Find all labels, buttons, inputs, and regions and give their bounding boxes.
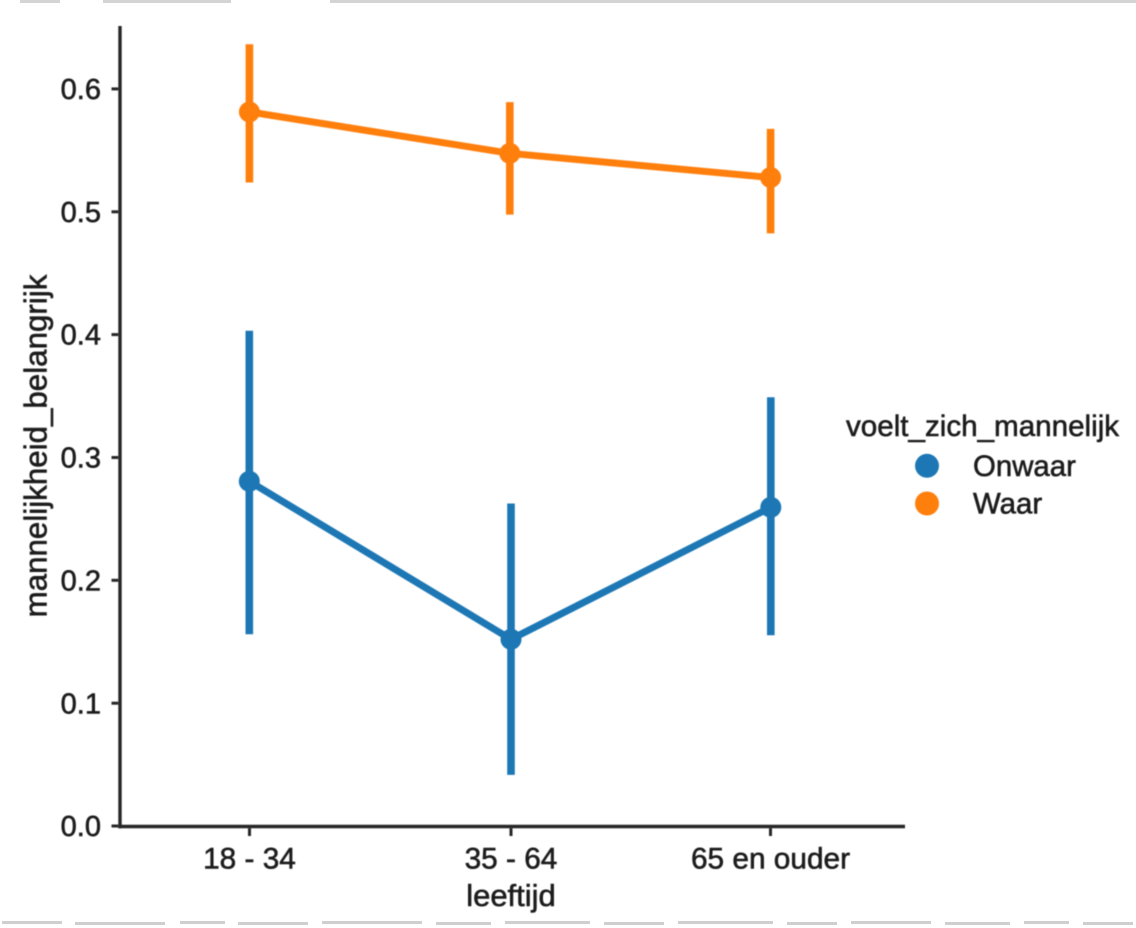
svg-text:18 - 34: 18 - 34 xyxy=(203,843,296,876)
svg-text:0.6: 0.6 xyxy=(61,74,101,106)
svg-text:Waar: Waar xyxy=(973,488,1042,521)
svg-text:mannelijkheid_belangrijk: mannelijkheid_belangrijk xyxy=(19,274,54,617)
svg-text:0.2: 0.2 xyxy=(61,565,101,597)
svg-text:0.4: 0.4 xyxy=(61,320,101,352)
svg-text:voelt_zich_mannelijk: voelt_zich_mannelijk xyxy=(846,410,1119,443)
svg-text:0.3: 0.3 xyxy=(61,443,101,475)
svg-text:0.1: 0.1 xyxy=(61,688,101,720)
svg-text:leeftijd: leeftijd xyxy=(466,878,556,913)
svg-text:0.5: 0.5 xyxy=(61,197,101,229)
svg-text:65 en ouder: 65 en ouder xyxy=(691,843,850,876)
svg-text:Onwaar: Onwaar xyxy=(973,450,1076,483)
svg-text:35 - 64: 35 - 64 xyxy=(465,843,558,876)
svg-text:0.0: 0.0 xyxy=(61,811,101,843)
